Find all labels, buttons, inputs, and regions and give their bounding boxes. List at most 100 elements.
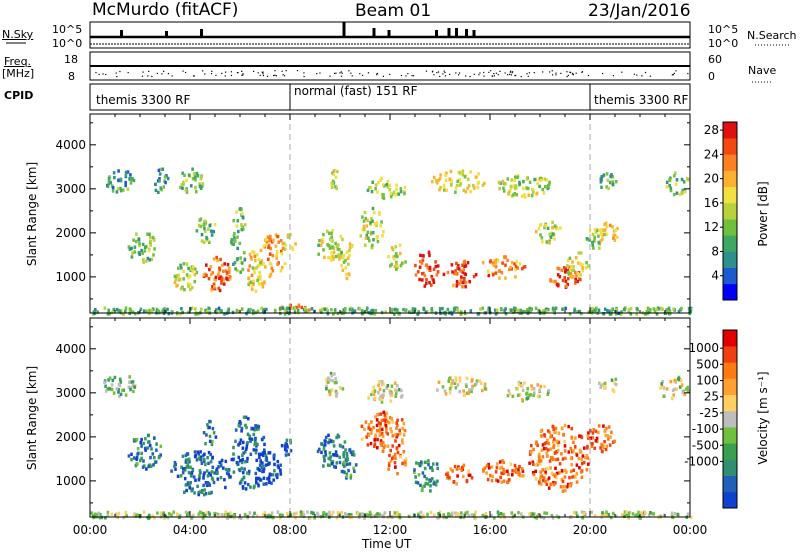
velocity-cell [335, 453, 339, 458]
velocity-cell [544, 467, 548, 471]
velocity-cell [367, 396, 370, 400]
velocity-cell [593, 446, 596, 450]
velocity-cell [90, 511, 93, 515]
power-cell [344, 307, 347, 311]
velocity-cell [432, 482, 436, 486]
power-cell [173, 280, 177, 285]
velocity-cell [193, 450, 197, 454]
power-cell [571, 275, 575, 279]
power-cell [487, 273, 491, 278]
velocity-cell [547, 441, 550, 446]
power-cell [131, 177, 134, 181]
power-cell [432, 280, 436, 284]
velocity-cell [326, 463, 330, 467]
power-colorbar-swatch [723, 202, 737, 220]
velocity-cell [540, 434, 543, 438]
velocity-cell [367, 433, 371, 437]
power-cell [532, 190, 535, 194]
power-cell [510, 194, 514, 198]
velocity-cell [462, 393, 466, 397]
power-cell [135, 232, 138, 236]
velocity-cell [671, 396, 674, 401]
power-cell [551, 232, 555, 236]
power-cell [661, 307, 664, 311]
velocity-cell [597, 430, 600, 435]
power-cell [513, 262, 516, 266]
power-plot-area [90, 114, 690, 313]
velocity-cell [580, 457, 583, 462]
velocity-cell [261, 453, 265, 458]
power-cell [574, 256, 578, 260]
power-cell [622, 307, 626, 311]
velocity-cell [479, 381, 483, 386]
velocity-cell [400, 418, 404, 422]
velocity-cell [584, 455, 587, 460]
velocity-cell [246, 456, 249, 461]
velocity-cell [155, 442, 158, 446]
power-cell [494, 312, 498, 316]
power-cell [141, 251, 144, 256]
power-cell [553, 237, 556, 241]
velocity-cell [499, 512, 503, 516]
velocity-cell [172, 510, 176, 514]
power-cell [453, 307, 456, 311]
power-cell [422, 307, 426, 311]
velocity-cell [380, 418, 384, 423]
velocity-cell [379, 441, 383, 445]
velocity-cell [250, 427, 253, 431]
power-cell [289, 303, 293, 308]
velocity-cell [546, 392, 550, 397]
power-cell [276, 234, 279, 239]
power-cell [609, 223, 612, 228]
power-cell [558, 275, 562, 279]
power-cell [469, 189, 472, 194]
power-cell [533, 177, 536, 182]
nave-point [266, 75, 269, 77]
velocity-colorbar-swatch [723, 459, 737, 476]
power-cell [227, 310, 230, 315]
power-cell [287, 311, 291, 316]
velocity-cell [386, 432, 389, 436]
velocity-cell [573, 444, 577, 449]
velocity-cell [255, 476, 258, 480]
nsky-spike [465, 29, 468, 37]
power-colorbar-tick-label: 28 [704, 123, 719, 137]
velocity-cell [660, 382, 663, 386]
power-cell [430, 307, 434, 311]
velocity-cell [384, 415, 387, 420]
velocity-colorbar-tick-label: 500 [696, 357, 719, 371]
velocity-cell [495, 466, 499, 470]
power-cell [538, 184, 541, 189]
power-cell [403, 185, 407, 190]
power-cell [466, 261, 470, 265]
velocity-cell [283, 444, 287, 448]
velocity-cell [558, 462, 562, 466]
velocity-cell [374, 415, 377, 419]
power-cell [461, 173, 465, 177]
velocity-cell [609, 435, 612, 439]
power-cell [267, 243, 271, 248]
power-cell [148, 308, 151, 313]
velocity-ytick-label: 1000 [55, 474, 86, 488]
power-colorbar-tick-label: 24 [704, 147, 719, 161]
velocity-cell [594, 429, 598, 433]
power-cell [474, 175, 478, 179]
power-cell [183, 288, 186, 292]
velocity-cell [595, 436, 599, 441]
power-cell [492, 263, 496, 268]
power-cell [223, 262, 226, 266]
nave-point [184, 71, 187, 74]
velocity-cell [156, 511, 159, 515]
nave-point [542, 71, 544, 73]
power-cell [655, 307, 659, 312]
velocity-cell [518, 393, 522, 397]
power-cell [233, 231, 236, 236]
velocity-cell [417, 473, 421, 477]
velocity-cell [585, 468, 589, 472]
power-cell [629, 307, 633, 311]
power-cell [619, 312, 623, 316]
power-cell [422, 271, 425, 276]
velocity-cell [153, 436, 156, 440]
velocity-cell [211, 440, 214, 444]
velocity-cell [541, 468, 545, 472]
